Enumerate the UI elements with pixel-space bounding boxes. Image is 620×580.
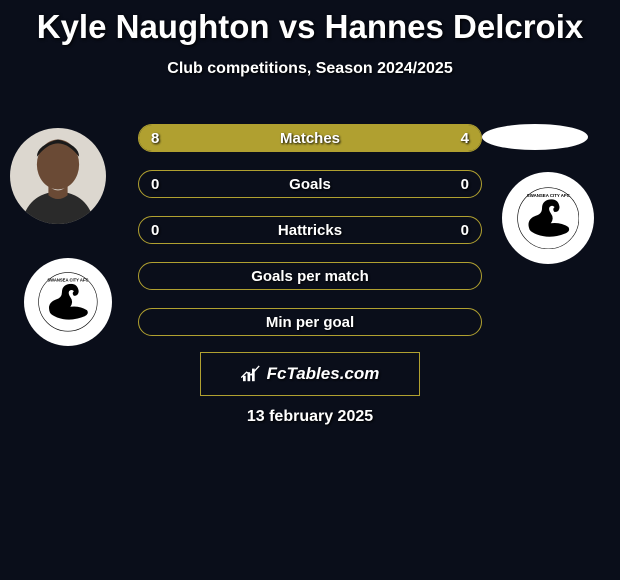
player2-avatar [482, 124, 588, 150]
subtitle: Club competitions, Season 2024/2025 [0, 60, 620, 78]
chart-icon [241, 365, 263, 383]
stat-value-right: 0 [461, 171, 469, 198]
player2-club-badge: SWANSEA CITY AFC [502, 172, 594, 264]
svg-text:SWANSEA CITY AFC: SWANSEA CITY AFC [527, 193, 571, 198]
swansea-badge-icon: SWANSEA CITY AFC [38, 272, 98, 332]
stat-bars: 8 Matches 4 0 Goals 0 0 Hattricks 0 Goal… [138, 124, 482, 336]
player1-club-badge: SWANSEA CITY AFC [24, 258, 112, 346]
stat-value-right: 4 [461, 125, 469, 152]
stat-value-right: 0 [461, 217, 469, 244]
stat-row-gpm: Goals per match [138, 262, 482, 290]
page-title: Kyle Naughton vs Hannes Delcroix [0, 0, 620, 46]
player1-avatar [10, 128, 106, 224]
stat-row-mpg: Min per goal [138, 308, 482, 336]
stat-label: Goals [139, 171, 481, 198]
swansea-badge-icon: SWANSEA CITY AFC [517, 187, 580, 250]
brand-text: FcTables.com [267, 364, 380, 384]
stat-row-hattricks: 0 Hattricks 0 [138, 216, 482, 244]
brand-box: FcTables.com [200, 352, 420, 396]
stat-label: Matches [139, 125, 481, 152]
svg-text:SWANSEA CITY AFC: SWANSEA CITY AFC [47, 278, 88, 283]
footer-date: 13 february 2025 [0, 408, 620, 426]
stat-label: Hattricks [139, 217, 481, 244]
stat-row-matches: 8 Matches 4 [138, 124, 482, 152]
stat-row-goals: 0 Goals 0 [138, 170, 482, 198]
stat-label: Min per goal [139, 309, 481, 336]
stat-label: Goals per match [139, 263, 481, 290]
player1-silhouette-icon [10, 128, 106, 224]
